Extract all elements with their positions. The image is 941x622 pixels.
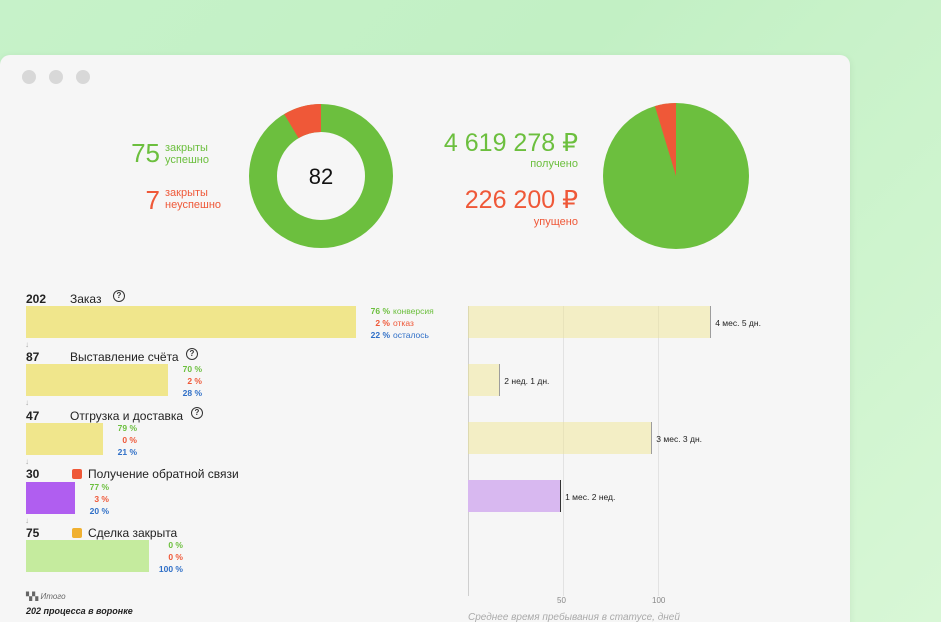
stage-conv-pct: 77 % <box>89 482 109 492</box>
stage-conv-pct: 76 % <box>370 306 390 316</box>
deals-fail-count: 7 <box>145 185 160 215</box>
funnel-reject-label: отказ <box>393 318 414 328</box>
stage-reject-pct: 0 % <box>168 552 183 562</box>
money-received: 4 619 278 ₽ <box>443 129 578 157</box>
title-bar <box>0 55 850 93</box>
stage-name[interactable]: Заказ <box>70 292 102 306</box>
time-axis-title: Среднее время пребывания в статусе, дней <box>468 612 680 622</box>
window-maximize-dot[interactable] <box>76 70 90 84</box>
stage-bar[interactable] <box>26 423 103 455</box>
deals-donut-chart: 82 <box>249 104 393 248</box>
stage-reject-pct: 3 % <box>94 494 109 504</box>
deals-fail-label-line1: закрыты <box>165 187 208 199</box>
stage-remain-pct: 21 % <box>117 447 137 457</box>
deals-success-label-line2: успешно <box>165 154 209 166</box>
stage-arrow-icon: ↓ <box>25 398 29 407</box>
stage-reject-pct: 0 % <box>122 435 137 445</box>
help-icon[interactable]: ? <box>113 290 125 302</box>
funnel-conv-label: конверсия <box>393 306 434 316</box>
window-close-dot[interactable] <box>22 70 36 84</box>
x-tick-label: 100 <box>652 596 666 605</box>
grid-line <box>658 306 659 596</box>
money-lost-label: упущено <box>533 216 578 228</box>
summary-icon: ▚▚ Итого <box>26 592 66 601</box>
donut-total: 82 <box>309 164 333 189</box>
stage-arrow-icon: ↓ <box>25 457 29 466</box>
stage-arrow-icon: ↓ <box>25 516 29 525</box>
pie-lost-slice <box>654 103 676 176</box>
deals-success-label-line1: закрыты <box>165 142 208 154</box>
stage-bar[interactable] <box>26 364 168 396</box>
stage-count: 202 <box>26 292 47 306</box>
stage-emoji-icon <box>72 469 82 479</box>
deals-success-label: закрыты успешно <box>165 142 209 166</box>
stage-name[interactable]: Отгрузка и доставка <box>70 409 184 423</box>
donut-fail-segment <box>249 104 393 248</box>
deals-fail-label: закрыты неуспешно <box>165 187 221 211</box>
time-bar-label: 2 нед. 1 дн. <box>504 376 550 386</box>
stage-bar[interactable] <box>26 540 149 572</box>
deals-fail-label-line2: неуспешно <box>165 199 222 211</box>
stage-count: 30 <box>26 467 40 481</box>
stage-conv-pct: 70 % <box>182 364 202 374</box>
x-tick-label: 50 <box>557 596 566 605</box>
stage-conv-pct: 0 % <box>168 540 183 550</box>
summary-title: Итого <box>40 592 66 601</box>
help-icon[interactable]: ? <box>191 407 203 419</box>
money-lost: 226 200 ₽ <box>464 186 578 214</box>
stage-name[interactable]: Выставление счёта <box>70 350 179 364</box>
money-received-label: получено <box>530 158 578 170</box>
stage-bar[interactable] <box>26 306 356 338</box>
stage-remain-pct: 100 % <box>158 564 183 574</box>
grid-line <box>563 306 564 596</box>
money-pie-chart <box>603 103 749 249</box>
summary-text: 202 процесса в воронке <box>26 606 133 616</box>
stage-count: 47 <box>26 409 40 423</box>
window-minimize-dot[interactable] <box>49 70 63 84</box>
time-bar[interactable] <box>468 364 501 396</box>
funnel-remain-label: осталось <box>393 330 429 340</box>
time-in-status-chart: 50 100 4 мес. 5 дн. 2 нед. 1 дн. 3 мес. 3 д… <box>468 306 768 622</box>
stage-arrow-icon: ↓ <box>25 340 29 349</box>
axis-baseline <box>468 306 469 596</box>
stage-name[interactable]: Сделка закрыта <box>88 526 178 540</box>
stage-remain-pct: 20 % <box>89 506 109 516</box>
time-bar-label: 4 мес. 5 дн. <box>715 318 761 328</box>
stage-reject-pct: 2 % <box>187 376 202 386</box>
stage-count: 87 <box>26 350 40 364</box>
time-bar-label: 1 мес. 2 нед. <box>565 492 616 502</box>
time-bar-label: 3 мес. 3 дн. <box>656 434 703 444</box>
stage-emoji-icon <box>72 528 82 538</box>
stage-reject-pct: 2 % <box>375 318 390 328</box>
help-icon[interactable]: ? <box>186 348 198 360</box>
stage-name[interactable]: Получение обратной связи <box>88 467 239 481</box>
stage-remain-pct: 22 % <box>370 330 390 340</box>
time-bar[interactable] <box>468 480 562 512</box>
stage-remain-pct: 28 % <box>182 388 202 398</box>
stage-bar[interactable] <box>26 482 75 514</box>
deals-success-count: 75 <box>131 138 160 168</box>
time-bar[interactable] <box>468 306 712 338</box>
stage-count: 75 <box>26 526 40 540</box>
stage-conv-pct: 79 % <box>117 423 137 433</box>
time-bar[interactable] <box>468 422 653 454</box>
